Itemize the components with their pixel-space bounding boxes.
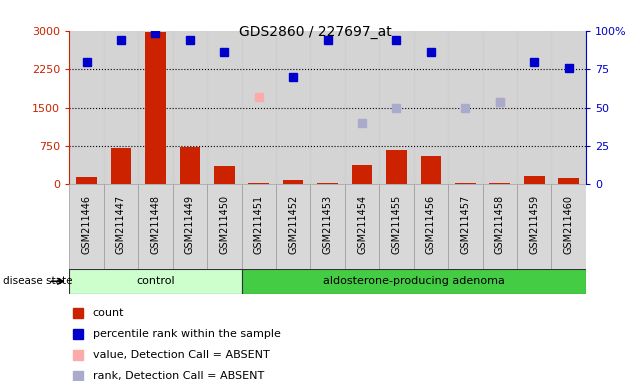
Bar xyxy=(345,184,379,271)
Bar xyxy=(248,183,269,184)
Bar xyxy=(111,149,131,184)
Bar xyxy=(345,31,379,184)
Bar xyxy=(145,32,166,184)
Bar xyxy=(104,31,138,184)
Bar xyxy=(421,156,441,184)
Bar xyxy=(138,31,173,184)
Bar xyxy=(76,177,97,184)
Bar xyxy=(207,31,241,184)
Bar xyxy=(180,147,200,184)
Bar xyxy=(352,165,372,184)
Bar xyxy=(414,184,448,271)
Text: control: control xyxy=(136,276,175,286)
Bar xyxy=(69,184,104,271)
Bar xyxy=(483,184,517,271)
Bar xyxy=(455,183,476,184)
Bar xyxy=(207,184,241,271)
Bar xyxy=(69,31,104,184)
Bar xyxy=(551,184,586,271)
Bar xyxy=(173,184,207,271)
Text: GSM211459: GSM211459 xyxy=(529,195,539,254)
Text: disease state: disease state xyxy=(3,276,72,286)
Bar xyxy=(173,31,207,184)
Bar xyxy=(386,149,407,184)
Text: GSM211457: GSM211457 xyxy=(461,195,471,254)
Bar xyxy=(214,166,234,184)
Bar xyxy=(311,184,345,271)
Text: GSM211447: GSM211447 xyxy=(116,195,126,254)
Text: GSM211449: GSM211449 xyxy=(185,195,195,254)
Text: GDS2860 / 227697_at: GDS2860 / 227697_at xyxy=(239,25,391,39)
Bar xyxy=(448,184,483,271)
Text: percentile rank within the sample: percentile rank within the sample xyxy=(93,329,281,339)
Text: GSM211455: GSM211455 xyxy=(391,195,401,254)
Text: GSM211456: GSM211456 xyxy=(426,195,436,254)
Bar xyxy=(241,184,276,271)
Bar xyxy=(517,184,551,271)
Bar xyxy=(490,183,510,184)
Bar xyxy=(379,184,414,271)
Bar xyxy=(276,31,311,184)
Bar xyxy=(241,269,586,294)
Text: count: count xyxy=(93,308,124,318)
Bar xyxy=(524,175,544,184)
Bar xyxy=(276,184,311,271)
Bar xyxy=(414,31,448,184)
Bar xyxy=(558,178,579,184)
Text: GSM211454: GSM211454 xyxy=(357,195,367,254)
Bar xyxy=(241,31,276,184)
Text: GSM211458: GSM211458 xyxy=(495,195,505,254)
Bar xyxy=(69,269,241,294)
Text: aldosterone-producing adenoma: aldosterone-producing adenoma xyxy=(323,276,505,286)
Bar xyxy=(138,184,173,271)
Text: GSM211453: GSM211453 xyxy=(323,195,333,254)
Text: GSM211460: GSM211460 xyxy=(564,195,574,254)
Text: GSM211448: GSM211448 xyxy=(151,195,161,254)
Bar xyxy=(551,31,586,184)
Bar xyxy=(318,183,338,184)
Text: rank, Detection Call = ABSENT: rank, Detection Call = ABSENT xyxy=(93,371,264,381)
Text: GSM211452: GSM211452 xyxy=(288,195,298,254)
Bar xyxy=(311,31,345,184)
Bar xyxy=(517,31,551,184)
Text: GSM211451: GSM211451 xyxy=(254,195,264,254)
Text: value, Detection Call = ABSENT: value, Detection Call = ABSENT xyxy=(93,350,270,360)
Text: GSM211446: GSM211446 xyxy=(81,195,91,254)
Bar xyxy=(104,184,138,271)
Bar xyxy=(448,31,483,184)
Bar xyxy=(283,180,304,184)
Bar xyxy=(379,31,414,184)
Text: GSM211450: GSM211450 xyxy=(219,195,229,254)
Bar xyxy=(483,31,517,184)
